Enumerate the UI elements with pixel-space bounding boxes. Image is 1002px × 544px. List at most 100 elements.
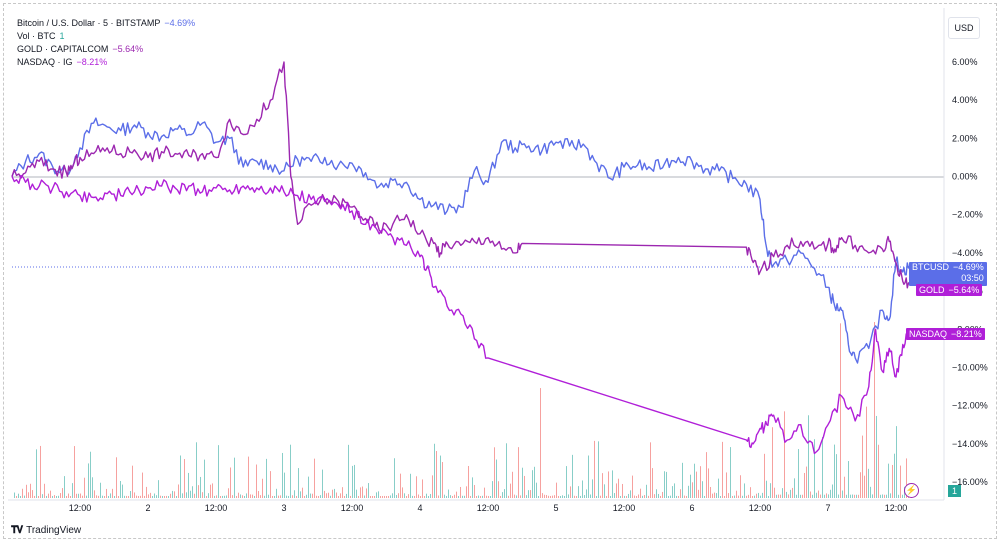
volume-bar [604, 484, 605, 498]
volume-bar [528, 490, 529, 498]
time-scale[interactable]: 12:00 2 12:00 3 12:00 4 12:00 5 12:00 6 12:00 7 12:0… [69, 503, 908, 513]
volume-bar [640, 488, 641, 498]
volume-bar [52, 495, 53, 498]
volume-bar [250, 494, 251, 498]
volume-bar [188, 472, 189, 498]
volume-bar [450, 495, 451, 498]
volume-bar [200, 476, 201, 498]
volume-bar [296, 495, 297, 498]
volume-bar [54, 495, 55, 498]
volume-bar [122, 484, 123, 498]
volume-bar [902, 494, 903, 498]
volume-bar [548, 495, 549, 498]
volume-bar [856, 494, 857, 498]
y-tick-label: 4.00% [952, 95, 978, 105]
volume-bar [888, 463, 889, 498]
volume-bar [762, 492, 763, 498]
volume-bar [836, 454, 837, 498]
volume-bar [698, 489, 699, 498]
volume-bar [544, 494, 545, 498]
volume-bar [608, 471, 609, 498]
volume-bar [216, 495, 217, 498]
volume-bar [404, 493, 405, 498]
legend-row-volume[interactable]: Vol · BTC 1 [17, 30, 195, 43]
volume-bar [168, 495, 169, 498]
volume-bar [500, 495, 501, 498]
volume-bar [322, 469, 323, 498]
volume-bar [454, 494, 455, 498]
volume-bar [396, 495, 397, 498]
volume-bar [804, 472, 805, 498]
volume-bar [588, 455, 589, 498]
volume-bar [174, 491, 175, 498]
volume-bar [592, 479, 593, 498]
volume-bar [212, 483, 213, 498]
volume-bar [482, 495, 483, 498]
volume-bar [778, 494, 779, 498]
volume-bar [530, 490, 531, 498]
volume-bar [202, 492, 203, 498]
volume-bar [286, 495, 287, 498]
volume-bar [386, 495, 387, 498]
tv-logo-icon: 𝐓𝐕 [11, 525, 23, 536]
volume-bar [476, 496, 477, 498]
volume-bar [628, 493, 629, 498]
volume-bar [78, 493, 79, 498]
volume-bar [650, 442, 651, 498]
gold-tag-symbol: GOLD [919, 285, 945, 295]
chart-frame [3, 3, 997, 539]
volume-bar [40, 445, 41, 498]
y-tick-label: −12.00% [952, 401, 988, 411]
volume-bar [26, 484, 27, 498]
x-tick-label: 12:00 [69, 503, 92, 513]
volume-bar [446, 495, 447, 498]
legend-row-nasdaq[interactable]: NASDAQ · IG −8.21% [17, 56, 195, 69]
volume-bar [764, 453, 765, 498]
volume-bar [622, 483, 623, 498]
volume-bar [498, 481, 499, 498]
legend-row-btc[interactable]: Bitcoin / U.S. Dollar · 5 · BITSTAMP −4.6… [17, 17, 195, 30]
volume-bar [674, 483, 675, 498]
volume-bar [114, 495, 115, 498]
volume-bar [38, 495, 39, 498]
volume-bar [300, 491, 301, 498]
volume-bar [734, 495, 735, 498]
volume-bar [426, 493, 427, 498]
currency-button[interactable]: USD [948, 17, 980, 39]
volume-bar [646, 484, 647, 498]
volume-bar [824, 494, 825, 498]
tradingview-logo[interactable]: 𝐓𝐕 TradingView [11, 525, 81, 536]
volume-bar [504, 489, 505, 498]
volume-bar [324, 490, 325, 498]
volume-bar [520, 495, 521, 498]
volume-bar [852, 494, 853, 498]
volume-bar [668, 495, 669, 498]
volume-bar [688, 485, 689, 498]
legend-row-gold[interactable]: GOLD · CAPITALCOM −5.64% [17, 43, 195, 56]
volume-bar [656, 489, 657, 498]
volume-bar [582, 480, 583, 498]
volume-bar [284, 472, 285, 498]
volume-bar [770, 483, 771, 498]
volume-bar [438, 495, 439, 498]
volume-bar [710, 486, 711, 498]
volume-bar [680, 489, 681, 498]
volume-bar [506, 443, 507, 498]
volume-bar [372, 495, 373, 498]
btc-tag-symbol: BTCUSD [912, 262, 950, 272]
volume-bar [366, 488, 367, 498]
volume-bar [550, 495, 551, 498]
lightning-icon[interactable]: ⚡ [904, 483, 919, 498]
volume-bar [344, 495, 345, 498]
volume-bar [182, 493, 183, 498]
volume-bar [148, 494, 149, 498]
volume-bar [524, 475, 525, 498]
volume-bar [872, 494, 873, 498]
volume-bar [590, 494, 591, 498]
volume-bar [462, 495, 463, 498]
volume-bar [858, 494, 859, 498]
volume-bar [574, 495, 575, 498]
volume-bar [814, 439, 815, 498]
volume-bar [492, 481, 493, 498]
